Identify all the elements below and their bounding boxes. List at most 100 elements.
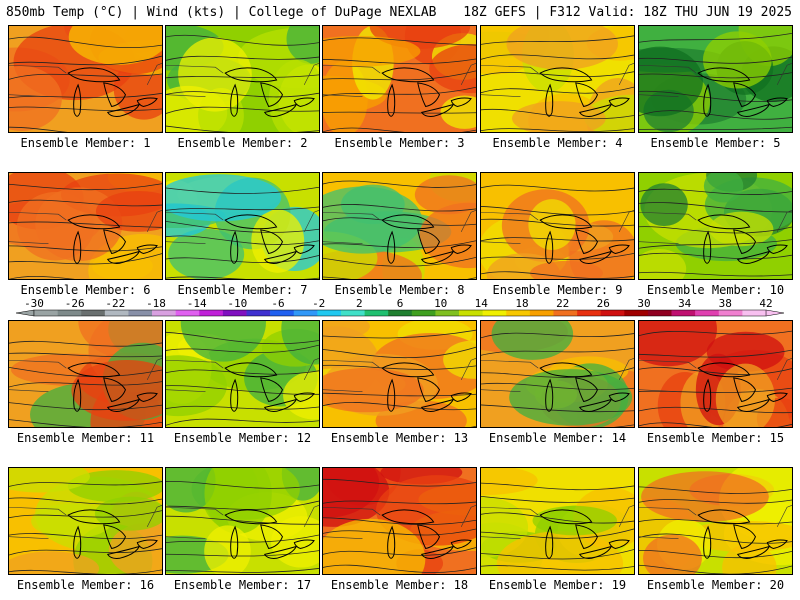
colorbar-swatch xyxy=(647,310,672,316)
ensemble-panel-5 xyxy=(638,25,793,133)
colorbar-tick-label: 6 xyxy=(397,298,404,310)
ensemble-panel-12 xyxy=(165,320,320,428)
temperature-field xyxy=(323,468,476,574)
ensemble-member-label: Ensemble Member: 9 xyxy=(492,283,623,297)
colorbar-tick-label: -26 xyxy=(65,298,85,310)
ensemble-member-label: Ensemble Member: 18 xyxy=(330,578,469,592)
colorbar-swatch xyxy=(104,310,129,316)
temperature-field xyxy=(166,321,319,427)
ensemble-panel-14 xyxy=(480,320,635,428)
ensemble-panel-6 xyxy=(8,172,163,280)
temperature-field xyxy=(9,26,162,132)
colorbar-swatch xyxy=(695,310,720,316)
ensemble-panel-7 xyxy=(165,172,320,280)
colorbar-swatch xyxy=(506,310,531,316)
colorbar-tick-label: 22 xyxy=(556,298,569,310)
ensemble-member-label: Ensemble Member: 6 xyxy=(20,283,151,297)
temperature-field xyxy=(9,468,162,574)
ensemble-member-label: Ensemble Member: 2 xyxy=(177,136,308,150)
temperature-field xyxy=(481,173,634,279)
colorbar-low-arrow xyxy=(15,309,35,317)
ensemble-member-label: Ensemble Member: 14 xyxy=(488,431,627,445)
colorbar-tick-label: -6 xyxy=(271,298,284,310)
temperature-field xyxy=(166,173,319,279)
colorbar-tick-label: 18 xyxy=(515,298,528,310)
ensemble-member-label: Ensemble Member: 12 xyxy=(173,431,312,445)
colorbar-swatch xyxy=(529,310,554,316)
ensemble-panel-15 xyxy=(638,320,793,428)
colorbar-swatch xyxy=(175,310,200,316)
ensemble-panel-1 xyxy=(8,25,163,133)
model-valid-time: 18Z GEFS | F312 Valid: 18Z THU JUN 19 20… xyxy=(463,5,792,20)
temperature-field xyxy=(639,26,792,132)
temperature-field xyxy=(9,321,162,427)
colorbar-tick-label: 14 xyxy=(475,298,489,310)
colorbar-swatch xyxy=(718,310,743,316)
ensemble-panel-16 xyxy=(8,467,163,575)
ensemble-member-label: Ensemble Member: 3 xyxy=(334,136,465,150)
ensemble-member-label: Ensemble Member: 17 xyxy=(173,578,312,592)
ensemble-member-label: Ensemble Member: 15 xyxy=(646,431,785,445)
colorbar-swatch xyxy=(57,310,82,316)
temperature-field xyxy=(481,321,634,427)
temperature-field xyxy=(323,321,476,427)
temperature-field xyxy=(481,468,634,574)
colorbar-tick-label: 38 xyxy=(719,298,732,310)
colorbar-swatch xyxy=(222,310,247,316)
colorbar-tick-label: 42 xyxy=(759,298,772,310)
colorbar-swatch xyxy=(388,310,413,316)
colorbar-high-arrow xyxy=(765,309,785,317)
colorbar-swatch xyxy=(270,310,295,316)
colorbar-tick-label: -14 xyxy=(187,298,207,310)
colorbar-swatch xyxy=(199,310,224,316)
colorbar-tick-label: -18 xyxy=(146,298,166,310)
temperature-field xyxy=(639,321,792,427)
ensemble-panel-3 xyxy=(322,25,477,133)
ensemble-member-label: Ensemble Member: 4 xyxy=(492,136,623,150)
colorbar-tick-label: -22 xyxy=(105,298,125,310)
colorbar-swatch xyxy=(742,310,767,316)
temperature-field xyxy=(323,173,476,279)
temperature-colorbar: -30 -26 -22 -18 -14 -10 -6 -2 2 6 10 14 18 22 26 30 34 38… xyxy=(15,298,785,317)
ensemble-member-label: Ensemble Member: 19 xyxy=(488,578,627,592)
colorbar-swatch xyxy=(340,310,365,316)
temperature-field xyxy=(166,468,319,574)
ensemble-member-label: Ensemble Member: 20 xyxy=(646,578,785,592)
ensemble-panel-19 xyxy=(480,467,635,575)
ensemble-member-label: Ensemble Member: 10 xyxy=(646,283,785,297)
colorbar-tick-label: -2 xyxy=(312,298,325,310)
ensemble-panel-8 xyxy=(322,172,477,280)
colorbar-swatch xyxy=(435,310,460,316)
map-title: 850mb Temp (°C) | Wind (kts) | College o… xyxy=(6,5,437,20)
colorbar-tick-label: -30 xyxy=(24,298,44,310)
colorbar-tick-label: 10 xyxy=(434,298,447,310)
colorbar-tick-label: 26 xyxy=(597,298,610,310)
ensemble-panel-18 xyxy=(322,467,477,575)
ensemble-panel-17 xyxy=(165,467,320,575)
ensemble-member-label: Ensemble Member: 1 xyxy=(20,136,151,150)
ensemble-panel-9 xyxy=(480,172,635,280)
colorbar-swatch xyxy=(553,310,578,316)
temperature-field xyxy=(481,26,634,132)
colorbar-swatch xyxy=(152,310,176,316)
ensemble-panel-4 xyxy=(480,25,635,133)
ensemble-panel-13 xyxy=(322,320,477,428)
temperature-field xyxy=(166,26,319,132)
ensemble-member-label: Ensemble Member: 5 xyxy=(650,136,781,150)
ensemble-member-label: Ensemble Member: 16 xyxy=(16,578,155,592)
ensemble-member-label: Ensemble Member: 13 xyxy=(330,431,469,445)
colorbar-swatch xyxy=(459,310,483,316)
temperature-field xyxy=(323,26,476,132)
colorbar-swatch xyxy=(482,310,507,316)
ensemble-panel-10 xyxy=(638,172,793,280)
colorbar-tick-label: 30 xyxy=(637,298,650,310)
ensemble-member-label: Ensemble Member: 11 xyxy=(16,431,155,445)
temperature-field xyxy=(639,173,792,279)
ensemble-member-label: Ensemble Member: 8 xyxy=(334,283,465,297)
colorbar-swatch xyxy=(81,310,106,316)
temperature-field xyxy=(639,468,792,574)
ensemble-panel-2 xyxy=(165,25,320,133)
temperature-field xyxy=(9,173,162,279)
colorbar-swatch xyxy=(34,310,58,316)
ensemble-panel-11 xyxy=(8,320,163,428)
